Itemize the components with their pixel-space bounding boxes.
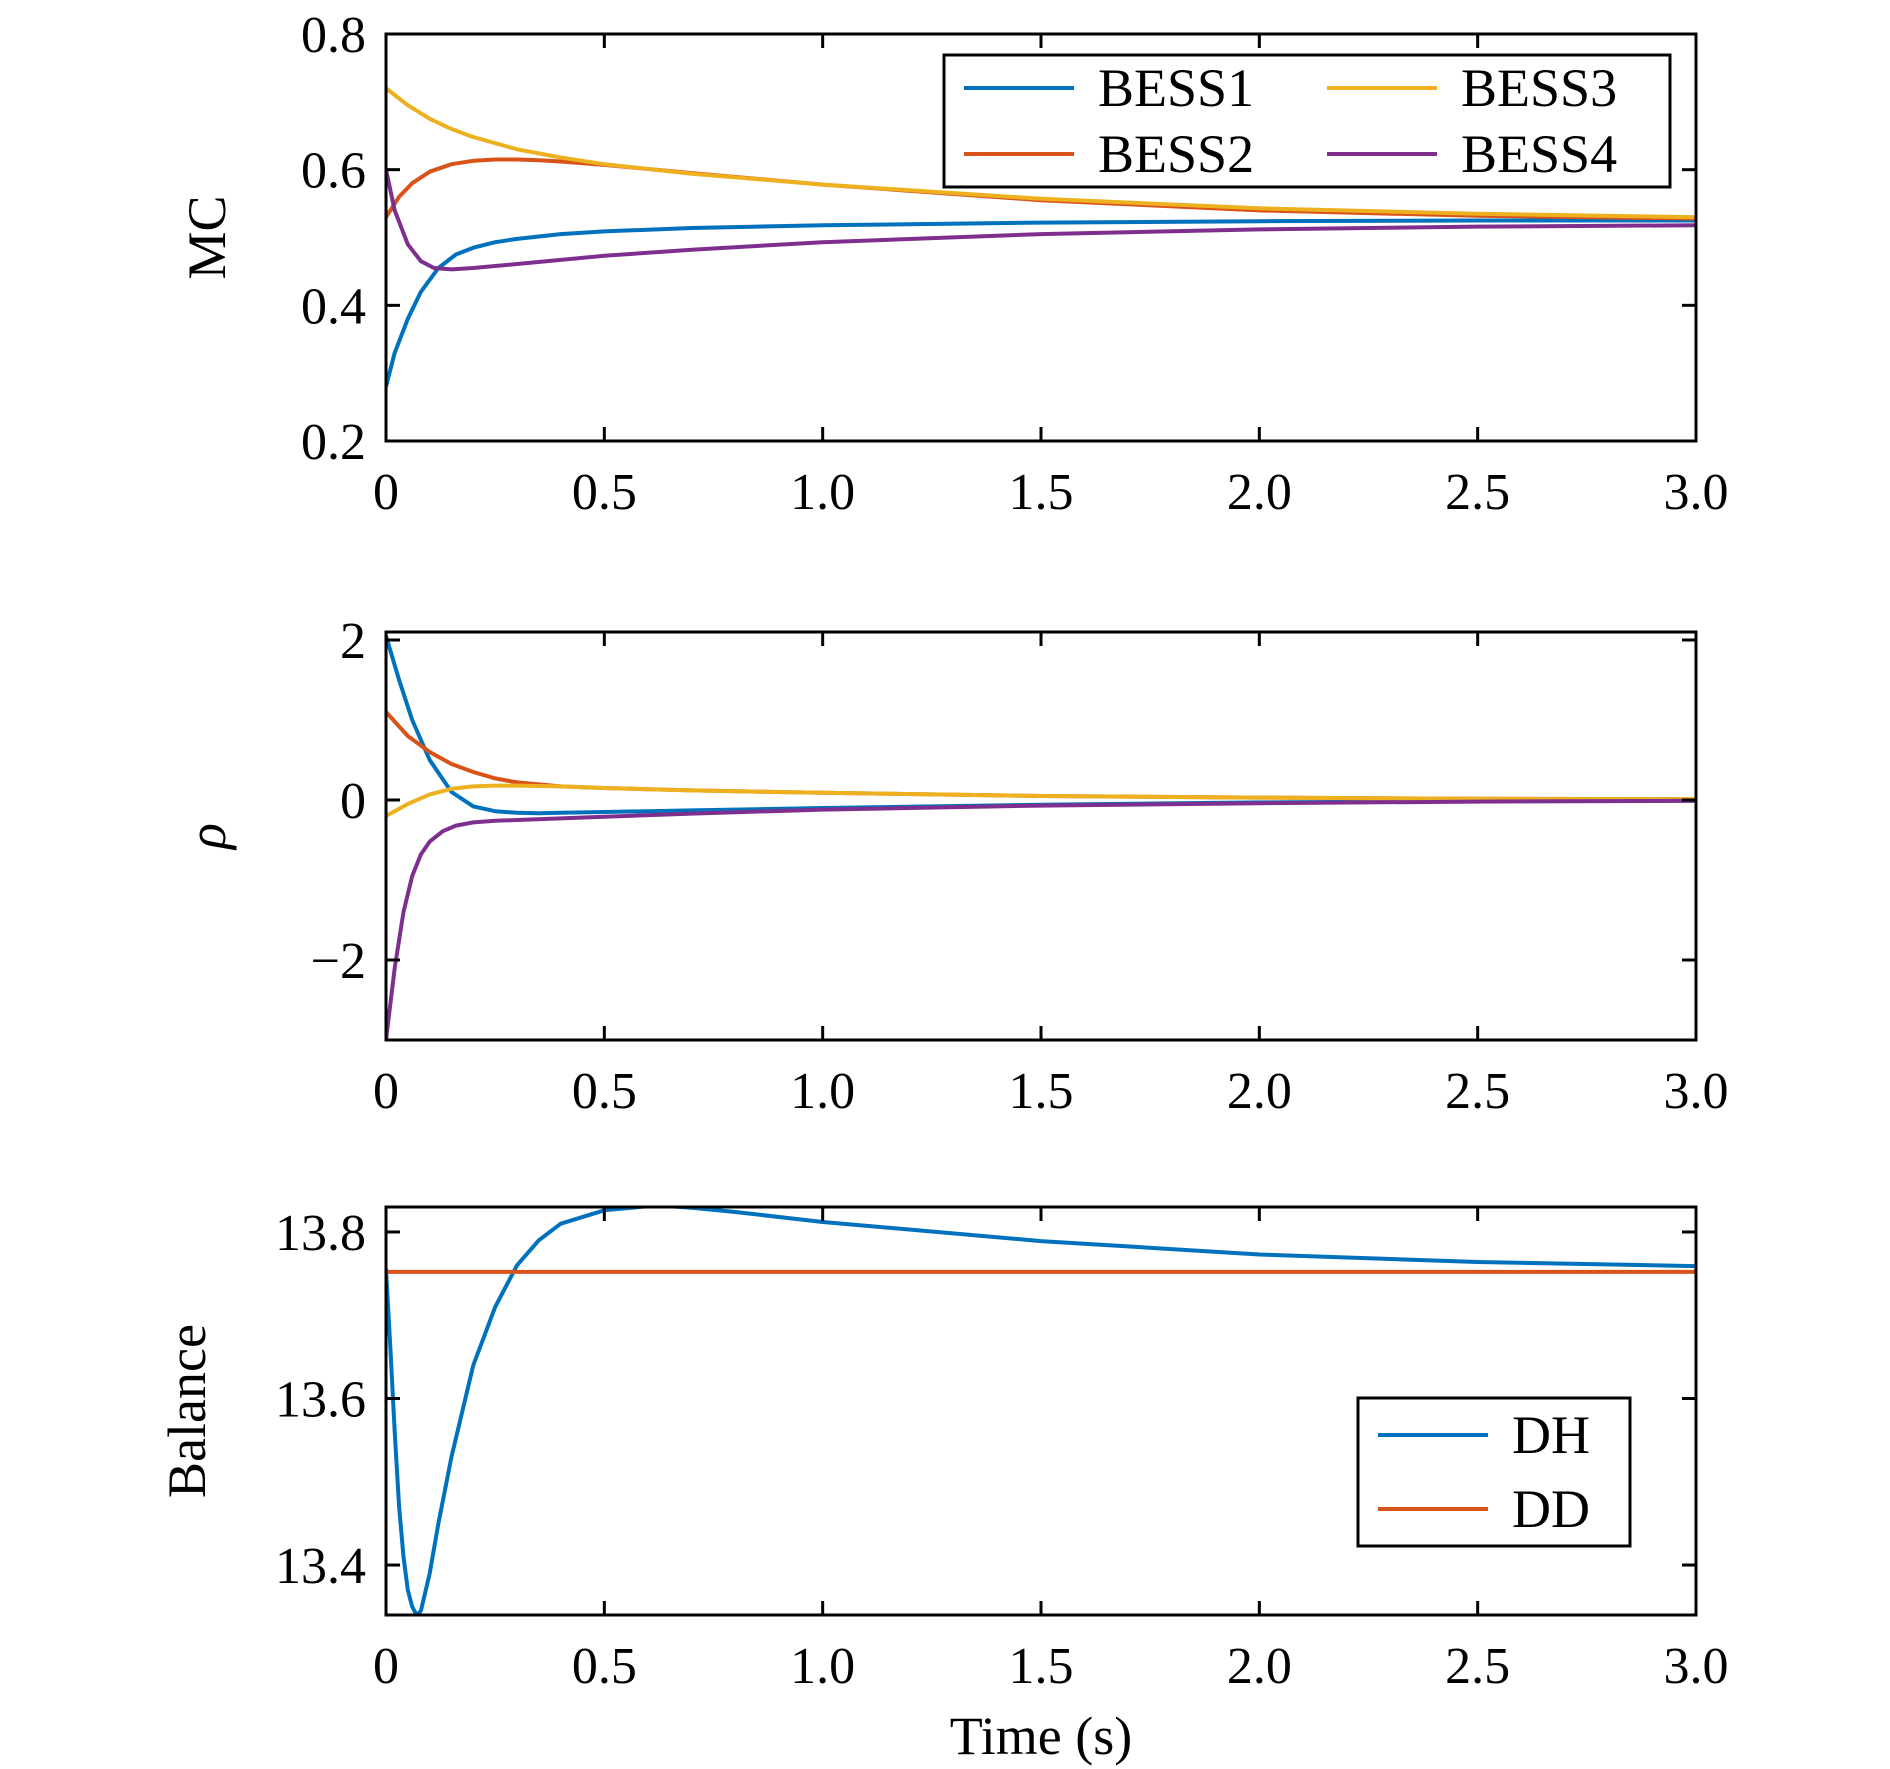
x-tick-label: 1.0 [790, 1638, 855, 1695]
x-tick-label: 0 [373, 1063, 399, 1120]
x-tick-label: 1.5 [1009, 1063, 1074, 1120]
y-tick-label: −2 [311, 933, 366, 990]
y-axis-label: Balance [157, 1324, 217, 1498]
series-line-bess3 [386, 86, 1696, 220]
y-tick-label: 13.4 [275, 1538, 366, 1595]
y-tick-label: 13.6 [275, 1372, 366, 1429]
series-group [386, 86, 1696, 389]
x-tick-label: 1.0 [790, 464, 855, 521]
chart-panel-3: 0 0.5 1.0 1.5 2.0 2.5 3.0 13.4 13.6 13.8 Balance DH… [157, 1205, 1729, 1695]
x-tick-label: 3.0 [1664, 1063, 1729, 1120]
panels: 0 0.5 1.0 1.5 2.0 2.5 3.00.20.40.60.8MCBESS1BE… [157, 7, 1729, 1695]
x-tick-label: 2.0 [1227, 1063, 1292, 1120]
y-tick-label: 0 [340, 773, 366, 830]
legend-box [1356, 1396, 1632, 1548]
y-tick-label: 2 [340, 613, 366, 670]
series-line-bess3 [386, 783, 1696, 818]
legend-box [942, 53, 1672, 189]
axes-frame [384, 630, 1698, 1042]
x-tick-label: 3.0 [1664, 464, 1729, 521]
x-tick-label: 2.5 [1445, 464, 1510, 521]
legend-label: BESS1 [1098, 58, 1254, 118]
x-tick-label: 1.0 [790, 1063, 855, 1120]
legend-label: DD [1512, 1479, 1590, 1539]
legend-label: BESS3 [1461, 58, 1617, 118]
x-tick-label: 1.5 [1009, 464, 1074, 521]
x-tick-label: 1.5 [1009, 1638, 1074, 1695]
y-tick-label: 0.2 [301, 414, 366, 471]
series-line-dh [386, 1207, 1696, 1615]
x-tick-label: 2.0 [1227, 1638, 1292, 1695]
y-tick-label: 0.4 [301, 278, 366, 335]
x-tick-label: 2.5 [1445, 1638, 1510, 1695]
series-group [386, 634, 1696, 1040]
y-axis-label: MC [177, 195, 237, 279]
x-tick-label: 0.5 [572, 1638, 637, 1695]
legend-label: DH [1512, 1405, 1590, 1465]
legend-label: BESS4 [1461, 124, 1617, 184]
x-tick-label: 0 [373, 464, 399, 521]
x-tick-label: 0 [373, 1638, 399, 1695]
x-tick-label: 2.0 [1227, 464, 1292, 521]
x-axis-label: Time (s) [950, 1706, 1133, 1766]
x-tick-label: 0.5 [572, 1063, 637, 1120]
series-line-bess1 [386, 218, 1696, 389]
x-tick-label: 3.0 [1664, 1638, 1729, 1695]
y-tick-label: 0.8 [301, 7, 366, 64]
y-tick-label: 13.8 [275, 1205, 366, 1262]
y-tick-label: 0.6 [301, 143, 366, 200]
series-line-bess4 [386, 798, 1696, 1040]
series-group [386, 1207, 1696, 1615]
chart-panel-2: 0 0.5 1.0 1.5 2.0 2.5 3.0 −2 0 2 ρ [177, 613, 1729, 1120]
series-line-bess4 [386, 167, 1696, 272]
legend: DH DD [1356, 1396, 1632, 1548]
x-tick-label: 2.5 [1445, 1063, 1510, 1120]
legend-label: BESS2 [1098, 124, 1254, 184]
chart-panel-1: 0 0.5 1.0 1.5 2.0 2.5 3.00.20.40.60.8MCBESS1BE… [177, 7, 1729, 521]
x-tick-label: 0.5 [572, 464, 637, 521]
y-axis-label: ρ [177, 823, 237, 851]
